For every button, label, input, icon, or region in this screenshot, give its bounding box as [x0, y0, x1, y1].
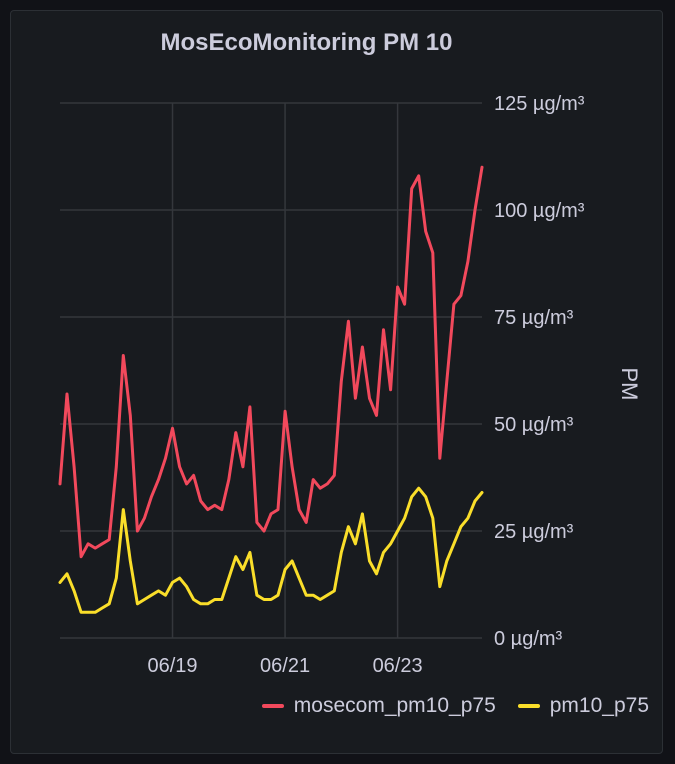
x-tick-label: 06/21 [260, 655, 310, 677]
legend-item-pm10[interactable]: pm10_p75 [517, 694, 649, 718]
legend-label-mosecom: mosecom_pm10_p75 [293, 694, 496, 717]
panel-title: MosEcoMonitoring PM 10 [160, 29, 453, 56]
legend-swatch-pm10 [517, 704, 540, 708]
legend-swatch-mosecom [261, 704, 284, 708]
series-line-mosecom_pm10_p75 [58, 165, 484, 559]
y-tick-label: 25 µg/m³ [494, 521, 574, 543]
x-tick-label: 06/19 [148, 655, 198, 677]
y-tick-label: 50 µg/m³ [494, 414, 574, 436]
y-axis-label: PM [617, 368, 642, 401]
legend: mosecom_pm10_p75 pm10_p75 [261, 694, 649, 718]
y-tick-label: 125 µg/m³ [494, 93, 585, 115]
legend-item-mosecom[interactable]: mosecom_pm10_p75 [261, 694, 496, 718]
x-tick-label: 06/23 [373, 655, 423, 677]
series-line-pm10_p75 [58, 486, 484, 614]
y-tick-label: 75 µg/m³ [494, 307, 574, 329]
y-tick-label: 100 µg/m³ [494, 200, 585, 222]
chart-panel: MosEcoMonitoring PM 10 [10, 10, 663, 754]
y-tick-label: 0 µg/m³ [494, 628, 563, 650]
legend-label-pm10: pm10_p75 [549, 694, 649, 717]
